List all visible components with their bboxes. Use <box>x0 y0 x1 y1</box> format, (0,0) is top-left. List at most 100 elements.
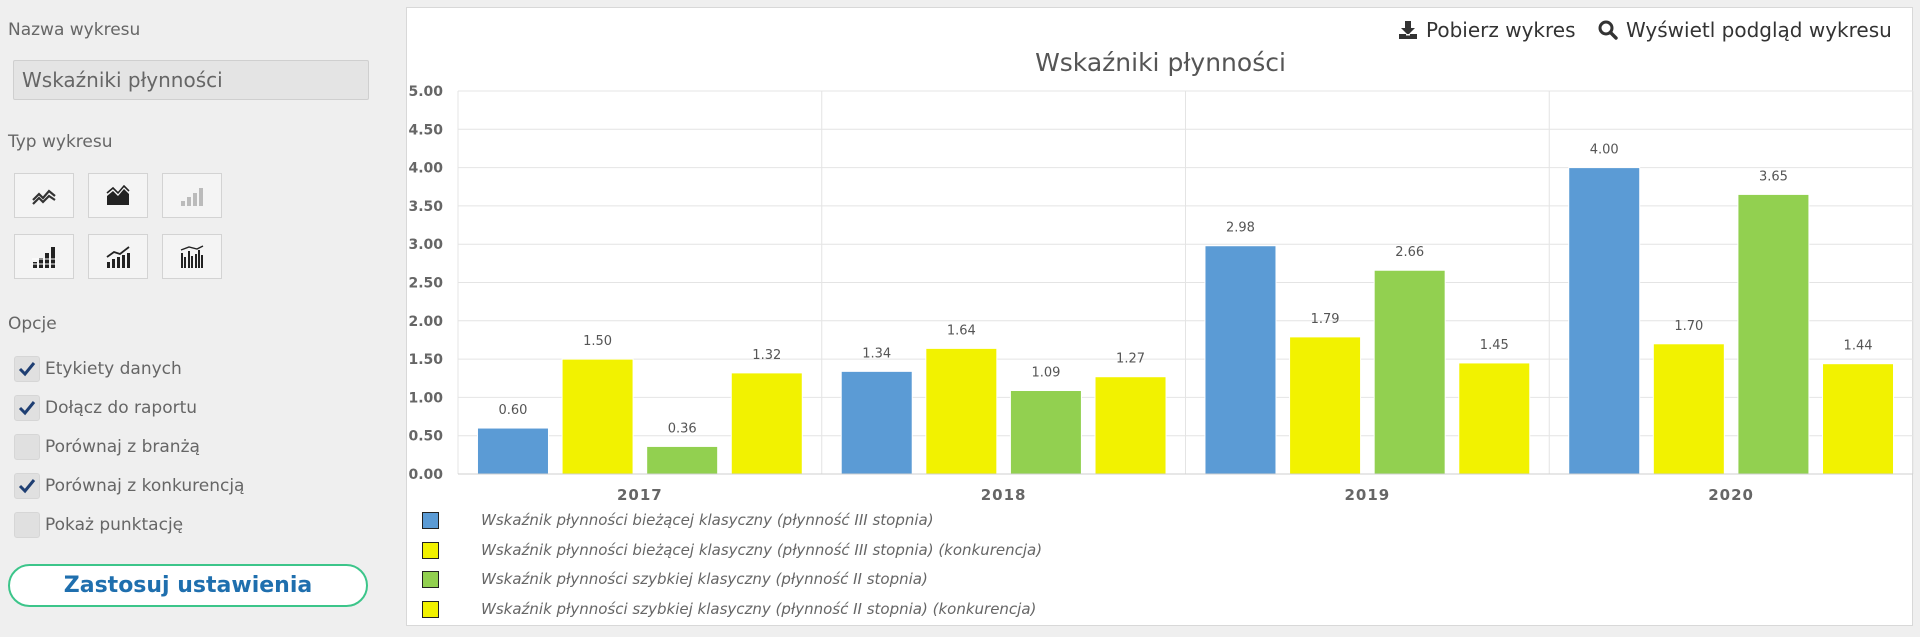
data-label: 4.00 <box>1590 143 1619 158</box>
chart-name-input[interactable] <box>13 60 369 100</box>
chart-type-label: Typ wykresu <box>8 132 113 152</box>
bar <box>1652 343 1725 475</box>
x-tick-label: 2018 <box>981 486 1027 504</box>
preview-chart-button[interactable]: Wyświetl podgląd wykresu <box>1598 18 1892 42</box>
data-label: 3.65 <box>1759 169 1788 184</box>
line-chart-icon <box>32 188 56 205</box>
download-chart-label: Pobierz wykres <box>1426 18 1576 42</box>
option-row[interactable]: Porównaj z konkurencją <box>14 472 244 500</box>
option-row[interactable]: Dołącz do raportu <box>14 394 197 422</box>
bar <box>561 358 634 475</box>
chart-title: Wskaźniki płynności <box>1035 48 1286 77</box>
y-tick-label: 1.00 <box>408 390 443 406</box>
bar <box>1822 363 1895 475</box>
bar <box>1568 167 1641 475</box>
legend-label: Wskaźnik płynności bieżącej klasyczny (p… <box>481 541 1043 559</box>
chart-panel: Pobierz wykres Wyświetl podgląd wykresu … <box>406 7 1914 626</box>
legend-swatch <box>422 541 439 559</box>
data-label: 1.09 <box>1031 366 1060 381</box>
bar-chart-icon <box>181 187 203 206</box>
option-label: Dołącz do raportu <box>45 398 198 418</box>
legend-swatch <box>422 600 439 618</box>
options-label: Opcje <box>8 314 57 334</box>
y-tick-label: 3.00 <box>408 237 443 253</box>
bar <box>1094 376 1167 475</box>
y-tick-label: 4.00 <box>408 161 443 177</box>
x-tick-label: 2019 <box>1345 486 1391 504</box>
option-checkbox[interactable] <box>14 395 40 421</box>
data-label: 1.32 <box>752 348 781 363</box>
checkmark-icon <box>18 401 36 416</box>
bar <box>646 445 719 475</box>
data-label: 1.27 <box>1116 352 1145 367</box>
option-label: Porównaj z konkurencją <box>45 476 245 496</box>
legend-item[interactable]: Wskaźnik płynności bieżącej klasyczny (p… <box>422 509 934 531</box>
legend-swatch <box>422 570 439 588</box>
y-tick-label: 0.00 <box>408 467 443 483</box>
legend-item[interactable]: Wskaźnik płynności szybkiej klasyczny (p… <box>422 568 928 590</box>
option-row[interactable]: Pokaż punktację <box>14 511 183 539</box>
y-tick-label: 3.50 <box>408 199 443 215</box>
chart-name-label: Nazwa wykresu <box>8 20 141 40</box>
option-label: Etykiety danych <box>45 359 182 379</box>
bar <box>1204 245 1277 475</box>
option-checkbox[interactable] <box>14 473 40 499</box>
legend-label: Wskaźnik płynności bieżącej klasyczny (p… <box>481 511 934 529</box>
download-chart-button[interactable]: Pobierz wykres <box>1398 18 1576 42</box>
option-label: Porównaj z branżą <box>45 437 200 457</box>
preview-chart-label: Wyświetl podgląd wykresu <box>1626 18 1892 42</box>
option-row[interactable]: Etykiety danych <box>14 355 182 383</box>
legend-label: Wskaźnik płynności szybkiej klasyczny (p… <box>481 570 928 588</box>
bar <box>1737 193 1810 475</box>
option-checkbox[interactable] <box>14 434 40 460</box>
chart-type-bar-button[interactable] <box>162 173 222 218</box>
legend-label: Wskaźnik płynności szybkiej klasyczny (p… <box>481 600 1037 618</box>
y-tick-label: 2.50 <box>408 276 443 292</box>
data-label: 1.79 <box>1311 312 1340 327</box>
data-label: 0.60 <box>498 403 527 418</box>
bar <box>1373 269 1446 475</box>
chart-type-grouped-bar-button[interactable] <box>162 234 222 279</box>
legend-item[interactable]: Wskaźnik płynności szybkiej klasyczny (p… <box>422 598 1036 620</box>
data-label: 1.70 <box>1674 319 1703 334</box>
data-label: 1.45 <box>1480 338 1509 353</box>
y-tick-label: 0.50 <box>408 429 443 445</box>
data-label: 1.64 <box>947 323 976 338</box>
bar-line-combo-chart-icon <box>106 245 130 268</box>
bar <box>1289 336 1362 475</box>
bar <box>1009 390 1082 475</box>
checkmark-icon <box>18 362 36 377</box>
chart-settings-sidebar: Nazwa wykresu Typ wykresu <box>0 0 390 637</box>
checkmark-icon <box>18 479 36 494</box>
grouped-bar-chart-icon <box>180 244 204 268</box>
option-label: Pokaż punktację <box>45 515 184 535</box>
legend-swatch <box>422 511 439 529</box>
stacked-bar-chart-icon <box>32 246 56 268</box>
legend-item[interactable]: Wskaźnik płynności bieżącej klasyczny (p… <box>422 539 1042 561</box>
option-checkbox[interactable] <box>14 356 40 382</box>
data-label: 1.34 <box>862 346 891 361</box>
search-icon <box>1598 20 1618 40</box>
bar-chart: 0.00 0.50 1.00 1.50 2.00 2.50 3.00 3.50 4.00 4.50… <box>408 84 1914 504</box>
chart-type-area-button[interactable] <box>88 173 148 218</box>
bar <box>730 372 803 475</box>
chart-type-line-button[interactable] <box>14 173 74 218</box>
option-checkbox[interactable] <box>14 512 40 538</box>
area-chart-icon <box>106 184 130 205</box>
bar <box>840 370 913 475</box>
chart-type-bar-line-button[interactable] <box>88 234 148 279</box>
data-label: 1.44 <box>1844 339 1873 354</box>
option-row[interactable]: Porównaj z branżą <box>14 433 200 461</box>
y-tick-label: 4.50 <box>408 122 443 138</box>
apply-settings-button[interactable]: Zastosuj ustawienia <box>8 564 368 607</box>
data-label: 0.36 <box>668 421 697 436</box>
chart-type-stacked-bar-button[interactable] <box>14 234 74 279</box>
y-tick-label: 5.00 <box>408 84 443 100</box>
data-label: 2.98 <box>1226 221 1255 236</box>
x-tick-label: 2017 <box>617 486 663 504</box>
y-tick-label: 2.00 <box>408 314 443 330</box>
bar <box>1458 362 1531 475</box>
data-label: 2.66 <box>1395 245 1424 260</box>
bar <box>476 427 549 475</box>
bar <box>925 347 998 475</box>
